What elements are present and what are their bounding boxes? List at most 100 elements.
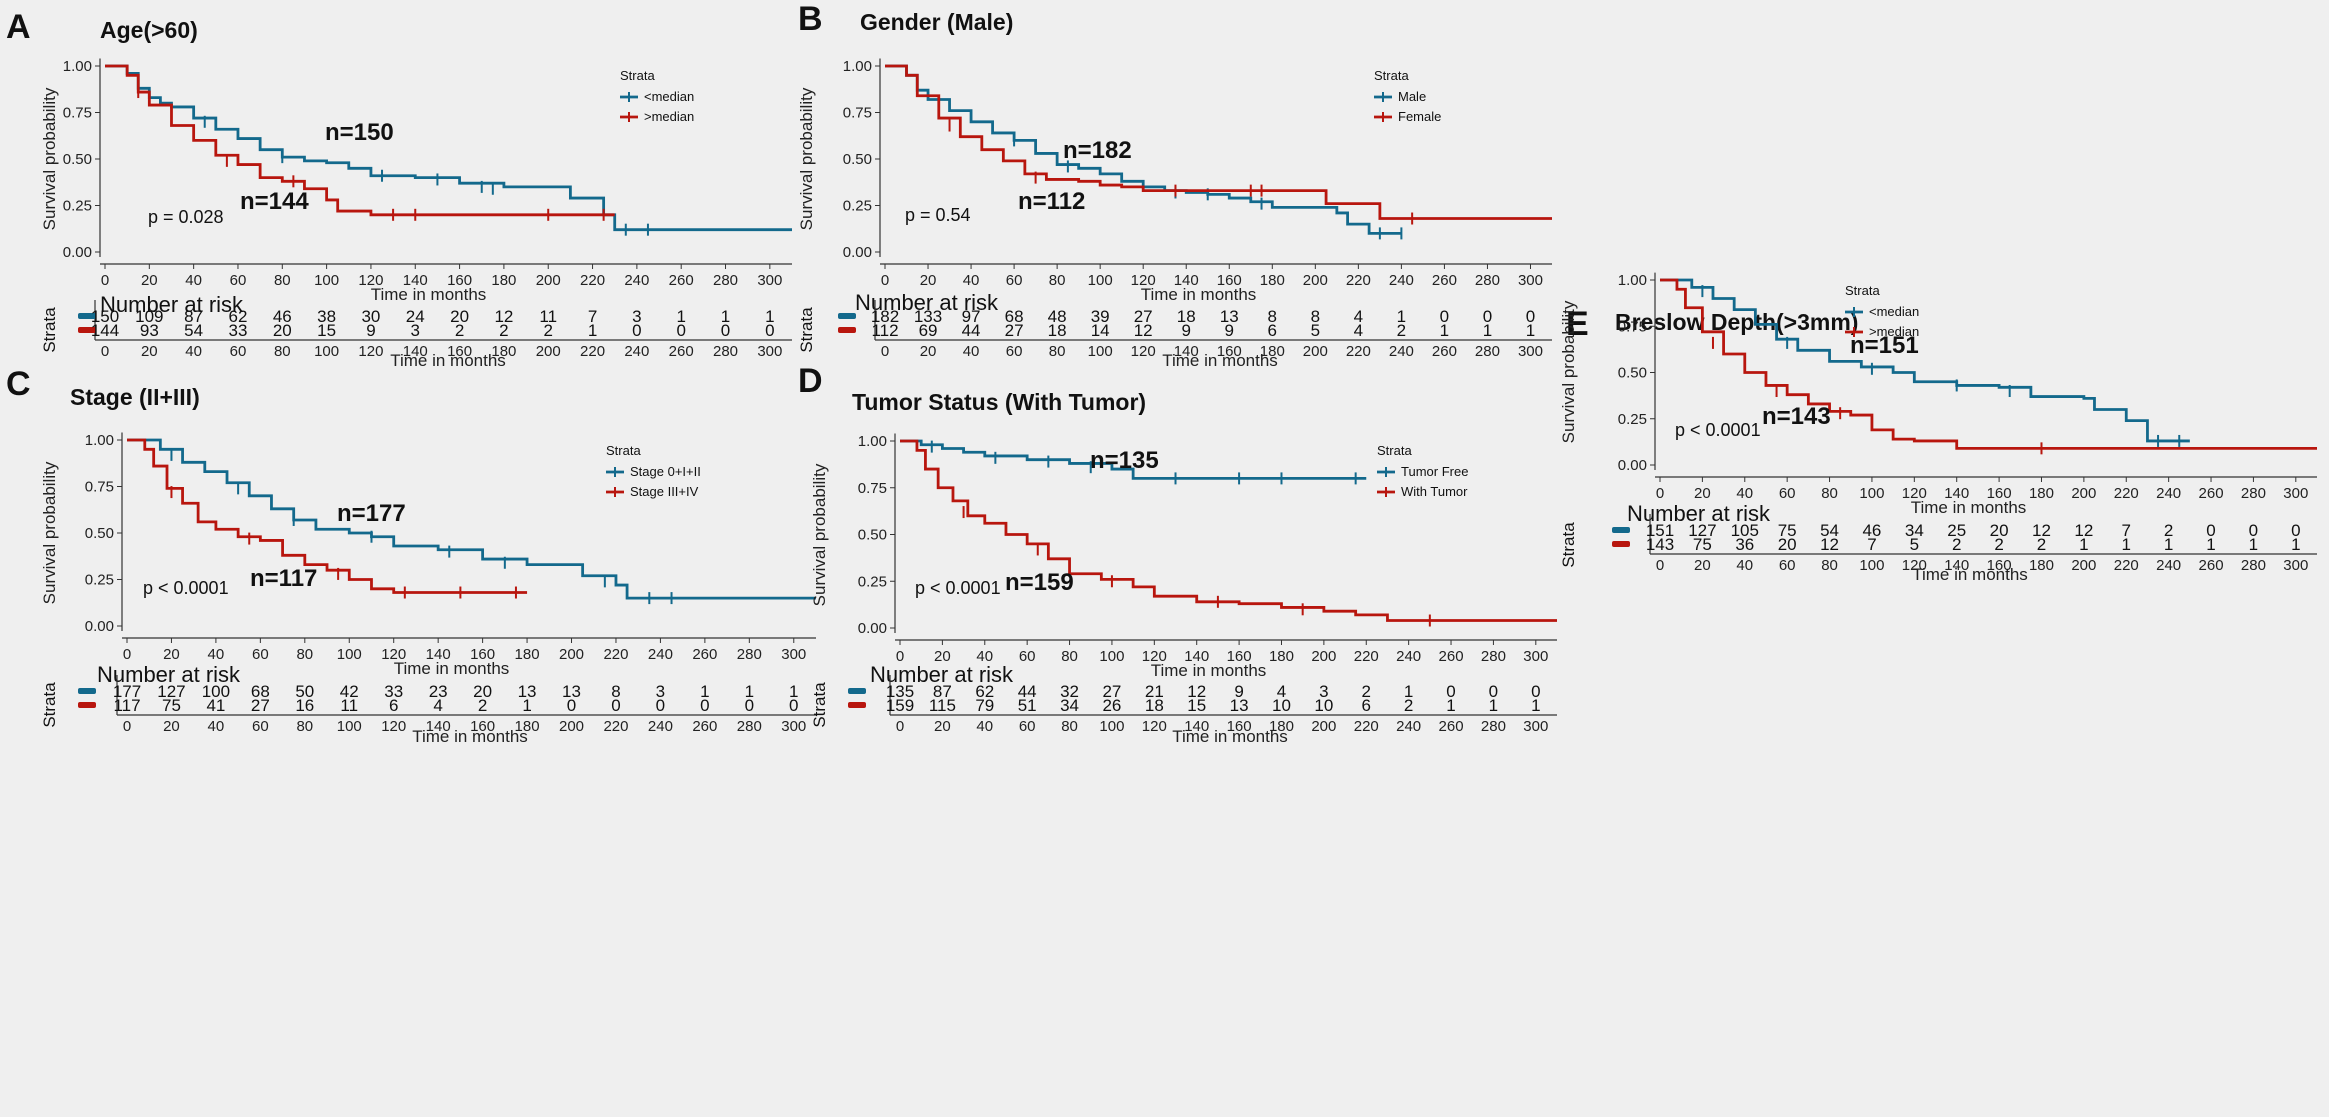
risk-count: 20 [1990,521,2009,540]
risk-count: 36 [1735,535,1754,554]
risk-x-tick-label: 200 [2071,557,2096,574]
risk-row-swatch [78,327,96,333]
legend-label: Female [1398,109,1441,124]
risk-count: 0 [1446,682,1455,701]
y-tick-label: 1.00 [63,58,92,75]
risk-x-tick-label: 260 [669,343,694,360]
risk-x-tick-label: 0 [1656,557,1664,574]
x-tick-label: 80 [296,646,313,663]
legend-label: >median [1869,324,1919,339]
x-tick-label: 0 [896,648,904,665]
x-tick-label: 300 [1518,272,1543,289]
panel-a: A Age(>60)0.000.250.500.751.000 20 40 60 80 10… [6,8,792,370]
y-tick-label: 0.00 [85,618,114,635]
risk-x-tick-label: 260 [1439,718,1464,735]
survival-curve-group2 [105,64,615,217]
risk-count: 8 [1311,307,1320,326]
risk-count: 182 [871,307,899,326]
x-tick-label: 20 [141,272,158,289]
risk-x-tick-label: 60 [1019,718,1036,735]
n-annotation: n=182 [1063,137,1132,164]
x-tick-label: 300 [757,272,782,289]
risk-count: 27 [1005,321,1024,340]
risk-count: 9 [1181,321,1190,340]
risk-x-tick-label: 160 [470,718,495,735]
risk-count: 127 [157,682,185,701]
risk-count: 62 [229,307,248,326]
panel-title: Gender (Male) [860,9,1013,35]
n-annotation: n=151 [1850,332,1919,359]
risk-count: 68 [1005,307,1024,326]
risk-count: 51 [1018,696,1037,715]
x-tick-label: 60 [1006,272,1023,289]
risk-x-tick-label: 60 [252,718,269,735]
risk-count: 75 [1693,535,1712,554]
risk-count: 6 [389,696,398,715]
y-tick-label: 0.75 [63,105,92,122]
x-tick-label: 160 [1987,485,2012,502]
x-tick-label: 180 [1260,272,1285,289]
risk-count: 0 [1526,307,1535,326]
risk-count: 1 [1397,307,1406,326]
risk-x-tick-label: 80 [1049,343,1066,360]
risk-x-tick-label: 280 [1481,718,1506,735]
risk-x-tick-label: 0 [896,718,904,735]
risk-x-tick-label: 100 [337,718,362,735]
risk-count: 44 [1018,682,1037,701]
risk-count: 100 [202,682,230,701]
risk-count: 1 [745,682,754,701]
y-axis-title: Survival probability [40,87,59,230]
x-tick-label: 200 [1311,648,1336,665]
y-tick-label: 0.75 [1618,318,1647,335]
risk-x-tick-label: 100 [1099,718,1124,735]
x-tick-label: 280 [1475,272,1500,289]
x-tick-label: 300 [1523,648,1548,665]
risk-x-tick-label: 240 [1389,343,1414,360]
risk-count: 1 [1489,696,1498,715]
y-tick-label: 1.00 [843,58,872,75]
x-tick-label: 60 [1779,485,1796,502]
risk-row-swatch [78,313,96,319]
risk-x-tick-label: 200 [536,343,561,360]
x-tick-label: 260 [1439,648,1464,665]
risk-count: 0 [676,321,685,340]
risk-count: 11 [340,696,358,715]
risk-count: 0 [2249,521,2258,540]
x-tick-label: 200 [1303,272,1328,289]
x-tick-label: 160 [470,646,495,663]
risk-x-tick-label: 40 [976,718,993,735]
risk-x-tick-label: 300 [757,343,782,360]
x-tick-label: 220 [603,646,628,663]
x-tick-label: 80 [1821,485,1838,502]
risk-x-tick-label: 260 [1432,343,1457,360]
risk-count: 54 [1820,521,1839,540]
risk-row-swatch [78,688,96,694]
risk-x-tick-label: 60 [230,343,247,360]
panel-e: E Breslow Depth(>3mm) 0.00 0.25 0.50 0.75 1.00… [1559,272,2317,584]
risk-strata-label: Strata [40,307,59,353]
x-tick-label: 180 [491,272,516,289]
x-tick-label: 140 [1174,272,1199,289]
risk-count: 44 [962,321,981,340]
legend-title: Strata [620,68,655,83]
x-tick-label: 140 [1944,485,1969,502]
risk-x-tick-label: 40 [1736,557,1753,574]
risk-count: 105 [1731,521,1759,540]
risk-x-tick-label: 160 [1227,718,1252,735]
risk-count: 0 [567,696,576,715]
risk-count: 46 [273,307,292,326]
x-tick-label: 120 [1131,272,1156,289]
x-tick-label: 40 [185,272,202,289]
x-tick-label: 240 [648,646,673,663]
panel-title: Stage (II+III) [70,384,200,410]
risk-count: 1 [2164,535,2173,554]
risk-x-tick-label: 300 [1518,343,1543,360]
risk-count: 0 [1483,307,1492,326]
risk-row-swatch [848,688,866,694]
risk-x-tick-label: 20 [141,343,158,360]
risk-count: 144 [91,321,119,340]
risk-count: 2 [1994,535,2003,554]
risk-x-tick-label: 220 [1346,343,1371,360]
risk-count: 93 [140,321,159,340]
risk-count: 1 [1446,696,1455,715]
